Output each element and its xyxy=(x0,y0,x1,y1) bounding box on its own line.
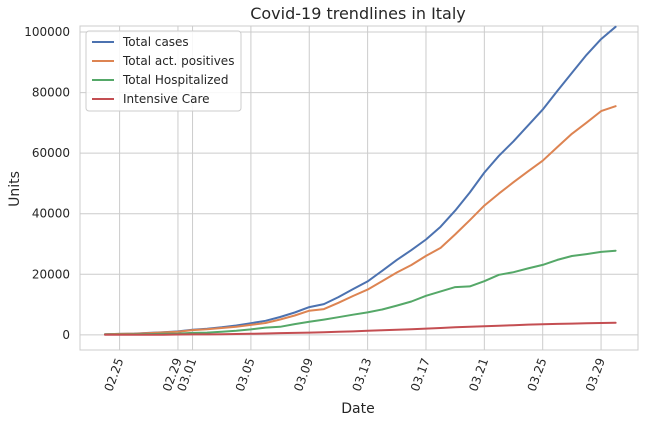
x-tick-label: 03.13 xyxy=(350,356,375,393)
x-tick-label: 03.25 xyxy=(525,356,550,393)
series-line-4 xyxy=(104,321,617,336)
x-tick-label: 03.21 xyxy=(466,356,491,393)
x-tick-label: 03.17 xyxy=(408,356,433,393)
y-axis-ticks: 0 20000 40000 60000 80000 100000 xyxy=(24,25,70,342)
y-axis-label: Units xyxy=(7,171,23,207)
x-tick-label: 03.05 xyxy=(233,356,258,393)
x-tick-label: 03.09 xyxy=(291,356,316,393)
y-tick-label: 80000 xyxy=(32,86,70,100)
legend-box xyxy=(85,30,242,112)
series-line-3 xyxy=(104,249,617,336)
x-axis-label: Date xyxy=(341,401,374,417)
legend: Total cases Total act. positives Total Hos… xyxy=(85,30,242,112)
plot-frame xyxy=(79,25,639,351)
legend-label: Total cases xyxy=(122,35,189,49)
legend-items: Total cases Total act. positives Total Hos… xyxy=(92,35,234,106)
legend-label: Total act. positives xyxy=(122,54,234,68)
y-tick-label: 100000 xyxy=(24,25,70,39)
legend-label: Total Hospitalized xyxy=(122,73,228,87)
chart-title: Covid-19 trendlines in Italy xyxy=(250,4,466,23)
x-tick-label: 03.29 xyxy=(583,356,608,393)
y-tick-label: 40000 xyxy=(32,207,70,221)
legend-label: Intensive Care xyxy=(123,92,210,106)
y-tick-label: 60000 xyxy=(32,146,70,160)
y-tick-label: 20000 xyxy=(32,267,70,281)
series-line-2 xyxy=(104,105,617,336)
series-lines xyxy=(104,25,617,336)
y-tick-label: 0 xyxy=(62,328,70,342)
x-tick-label: 02.25 xyxy=(102,356,127,393)
